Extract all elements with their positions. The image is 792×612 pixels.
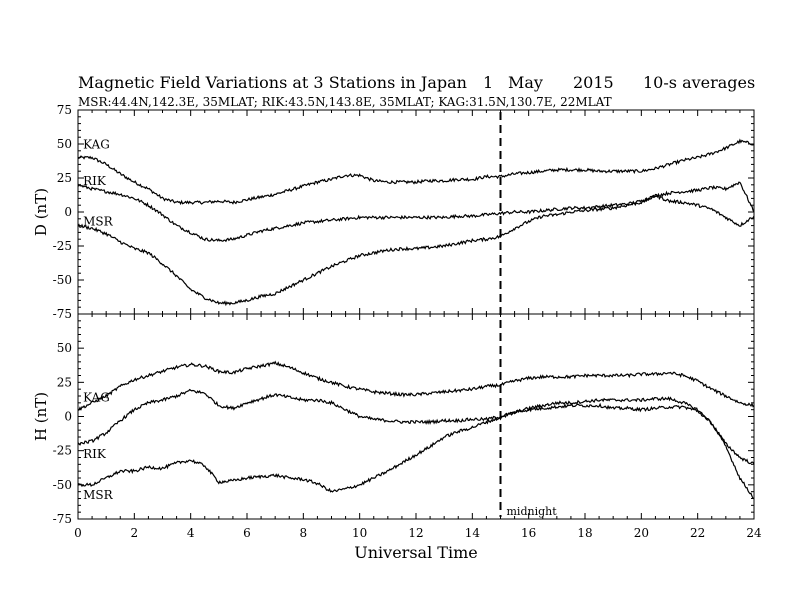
chart-subtitle: MSR:44.4N,142.3E, 35MLAT; RIK:43.5N,143.… bbox=[78, 95, 612, 109]
x-tick-label: 8 bbox=[300, 526, 308, 540]
y-tick-label: -25 bbox=[53, 239, 72, 253]
chart-title: Magnetic Field Variations at 3 Stations … bbox=[78, 73, 467, 92]
y-tick-label: 50 bbox=[57, 341, 72, 355]
midnight-label: midnight bbox=[507, 505, 558, 518]
series-label-kag: KAG bbox=[83, 138, 110, 152]
series-line-msr-h bbox=[77, 402, 755, 500]
x-tick-label: 24 bbox=[746, 526, 762, 540]
y-axis-label-h: H (nT) bbox=[32, 392, 50, 441]
series-label-msr: MSR bbox=[83, 215, 114, 229]
x-tick-label: 10 bbox=[352, 526, 367, 540]
series-label-rik: RIK bbox=[83, 447, 107, 461]
y-tick-label: 75 bbox=[57, 103, 72, 117]
series-layer: KAG RIK MSR KAG RIK MSR bbox=[77, 138, 755, 502]
x-tick-label: 12 bbox=[408, 526, 423, 540]
y-tick-label: 25 bbox=[57, 171, 72, 185]
y-tick-label: -50 bbox=[53, 478, 72, 492]
y-tick-label: 50 bbox=[57, 137, 72, 151]
series-line-msr-d bbox=[77, 194, 755, 307]
chart-title-month: May bbox=[508, 73, 543, 92]
x-tick-label: 14 bbox=[465, 526, 481, 540]
y-tick-label: -50 bbox=[53, 273, 72, 287]
series-label-kag: KAG bbox=[83, 391, 110, 405]
panel-d-frame bbox=[77, 109, 755, 315]
y-axis-label-d: D (nT) bbox=[32, 188, 50, 236]
y-tick-label: 25 bbox=[57, 375, 72, 389]
x-tick-label: 16 bbox=[521, 526, 536, 540]
x-tick-label: 6 bbox=[243, 526, 251, 540]
y-tick-label: 0 bbox=[64, 205, 72, 219]
chart-title-resolution: 10-s averages bbox=[643, 73, 755, 92]
y-tick-label: -75 bbox=[53, 512, 72, 526]
series-line-rik-h bbox=[77, 388, 755, 465]
series-line-kag-d bbox=[77, 138, 755, 206]
chart-title-day: 1 bbox=[483, 73, 493, 92]
x-tick-label: 18 bbox=[577, 526, 592, 540]
x-tick-label: 4 bbox=[187, 526, 195, 540]
x-tick-label: 20 bbox=[634, 526, 649, 540]
series-line-kag-h bbox=[77, 360, 755, 411]
y-tick-label: 0 bbox=[64, 410, 72, 424]
x-tick-label: 0 bbox=[74, 526, 82, 540]
x-tick-label: 2 bbox=[131, 526, 139, 540]
series-label-rik: RIK bbox=[83, 174, 107, 188]
x-axis-label: Universal Time bbox=[354, 543, 477, 562]
series-line-rik-d bbox=[77, 181, 755, 243]
panel-h-frame bbox=[77, 313, 755, 520]
y-tick-label: -25 bbox=[53, 444, 72, 458]
x-tick-label: 22 bbox=[690, 526, 705, 540]
chart-title-year: 2015 bbox=[573, 73, 614, 92]
y-tick-label: -75 bbox=[53, 307, 72, 321]
series-label-msr: MSR bbox=[83, 488, 114, 502]
